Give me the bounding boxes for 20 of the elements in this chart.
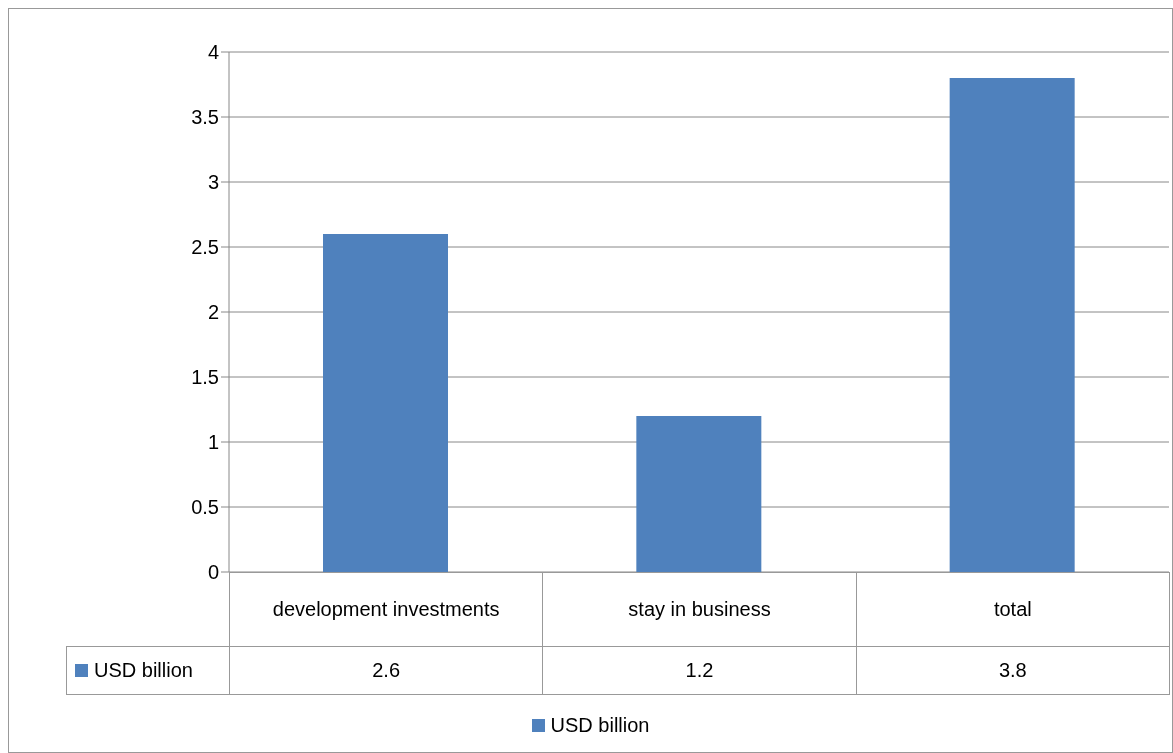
y-tick-label: 0.5 [191, 496, 219, 519]
bar [949, 78, 1075, 572]
x-tick-label: stay in business [542, 572, 857, 647]
text: USD billion [94, 659, 193, 681]
data-label: 1.2 [542, 646, 857, 695]
x-tick-label: total [855, 572, 1170, 647]
y-tick-label: 2 [207, 301, 219, 324]
y-tick-label: 3.5 [191, 106, 219, 129]
x-tick-label: development investments [229, 572, 544, 647]
bar [323, 234, 448, 572]
y-tick-label: 1.5 [191, 366, 219, 389]
y-tick-label: 0 [207, 561, 219, 584]
y-tick-label: 1 [207, 431, 219, 454]
data-label: 2.6 [229, 646, 544, 695]
legend-label: USD billion [549, 714, 650, 737]
data-label: 3.8 [855, 646, 1170, 695]
y-tick-label: 4 [207, 41, 219, 64]
bar [636, 416, 762, 572]
y-tick-label: 2.5 [191, 236, 219, 259]
y-tick-label: 3 [207, 171, 219, 194]
